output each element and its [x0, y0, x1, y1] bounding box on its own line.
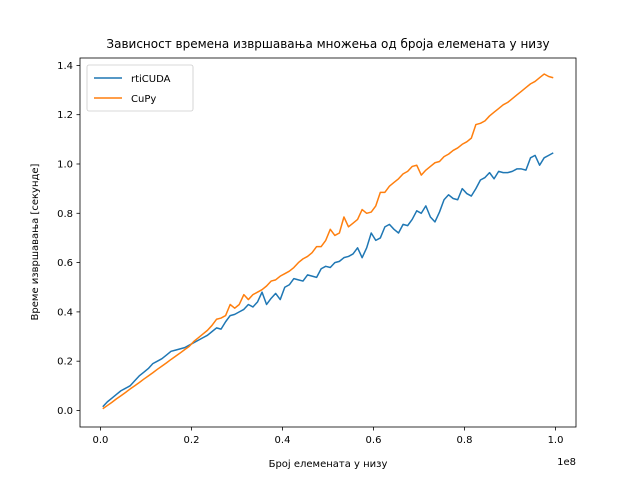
x-tick-label: 0.6	[366, 435, 382, 446]
y-tick-label: 0.6	[57, 258, 73, 269]
y-tick-label: 0.2	[57, 357, 73, 368]
x-tick-label: 0.8	[457, 435, 473, 446]
y-tick-label: 0.0	[57, 406, 73, 417]
series-line-rticuda	[102, 152, 554, 408]
y-tick-label: 0.8	[57, 209, 73, 220]
x-axis-offset-text: 1e8	[557, 457, 576, 468]
legend: rtiCUDA CuPy	[86, 64, 194, 112]
y-tick-label: 1.2	[57, 110, 73, 121]
series-line-cupy	[102, 73, 554, 410]
legend-box	[86, 64, 194, 112]
x-tick-label: 0.0	[93, 435, 109, 446]
y-tick-label: 1.4	[57, 61, 73, 72]
x-tick-label: 1.0	[548, 435, 564, 446]
y-axis-label: Време извршавања [секунде]	[30, 163, 41, 320]
x-tick-label: 0.4	[275, 435, 291, 446]
x-axis-label: Број елемената у низу	[269, 458, 388, 470]
x-tick-label: 0.2	[184, 435, 200, 446]
plot-area: 0.0 0.2 0.4 0.6 0.8 1.0 0.0 0.2 0.4 0.6 0.8 1.0 1.2 1…	[57, 57, 577, 446]
y-tick-label: 1.0	[57, 159, 73, 170]
y-tick-label: 0.4	[57, 307, 73, 318]
legend-label-cupy: CuPy	[131, 94, 156, 105]
axes-frame	[79, 57, 577, 428]
chart-title: Зависност времена извршавања множења од …	[106, 37, 549, 51]
legend-label-rticuda: rtiCUDA	[131, 74, 171, 85]
